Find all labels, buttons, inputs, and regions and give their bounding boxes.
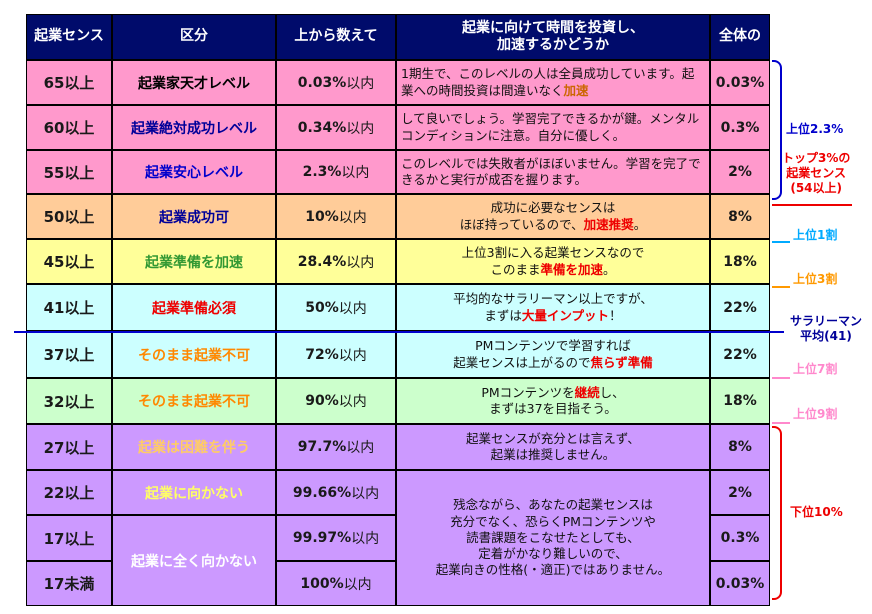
top3-underline <box>772 204 852 206</box>
rank-cell: 0.34% 以内 <box>276 105 396 150</box>
desc-row-8: PMコンテンツを継続し、 まずは37を目指そう。 <box>396 378 710 424</box>
desc-row-7: PMコンテンツで学習すれば 起業センスは上がるので焦らず準備 <box>396 331 710 378</box>
level-cell: 起業絶対成功レベル <box>112 105 276 150</box>
rank-cell: 97.7% 以内 <box>276 424 396 470</box>
share-cell: 0.3% <box>710 515 770 561</box>
level-cell: 起業は困難を伴う <box>112 424 276 470</box>
label-top-30: 上位3割 <box>793 272 838 286</box>
desc-row-4: 成功に必要なセンスは ほぼ持っているので、加速推奨。 <box>396 194 710 239</box>
top-bracket <box>772 60 782 200</box>
top10-tick <box>772 241 790 243</box>
score-cell: 50以上 <box>26 194 112 239</box>
level-cell: 起業成功可 <box>112 194 276 239</box>
share-cell: 0.03% <box>710 561 770 606</box>
level-cell: そのまま起業不可 <box>112 331 276 378</box>
desc-row-1: 1期生で、このレベルの人は全員成功しています。起業への時間投資は間違いなく加速 <box>396 60 710 105</box>
rank-cell: 28.4% 以内 <box>276 239 396 284</box>
share-cell: 2% <box>710 150 770 194</box>
desc-row-6: 平均的なサラリーマン以上ですが、 まずは大量インプット！ <box>396 284 710 331</box>
rank-cell: 2.3% 以内 <box>276 150 396 194</box>
level-cell: 起業に全く向かない <box>112 515 276 606</box>
score-cell: 45以上 <box>26 239 112 284</box>
label-top-70: 上位7割 <box>793 362 838 376</box>
desc-row-9: 起業センスが充分とは言えず、 起業は推奨しません。 <box>396 424 710 470</box>
sense-table: 起業センス 区分 上から数えて 起業に向けて時間を投資し、 加速するかどうか 全体… <box>26 14 770 606</box>
desc-row-3: このレベルでは失敗者がほぼいません。学習を完了できるかと実行が成否を握ります。 <box>396 150 710 194</box>
label-bottom-10: 下位10% <box>790 505 843 519</box>
score-cell: 32以上 <box>26 378 112 424</box>
score-cell: 37以上 <box>26 331 112 378</box>
label-top-3-percent: トップ3%の 起業センス (54以上) <box>782 151 851 195</box>
share-cell: 0.3% <box>710 105 770 150</box>
level-cell: 起業準備必須 <box>112 284 276 331</box>
score-cell: 17未満 <box>26 561 112 606</box>
top70-tick <box>772 377 790 379</box>
bottom-bracket <box>772 426 782 600</box>
rank-cell: 99.66% 以内 <box>276 470 396 515</box>
score-cell: 27以上 <box>26 424 112 470</box>
header-investment: 起業に向けて時間を投資し、 加速するかどうか <box>396 14 710 60</box>
rank-cell: 10% 以内 <box>276 194 396 239</box>
share-cell: 22% <box>710 331 770 378</box>
score-cell: 17以上 <box>26 515 112 561</box>
score-cell: 22以上 <box>26 470 112 515</box>
level-cell: 起業に向かない <box>112 470 276 515</box>
desc-row-10-12: 残念ながら、あなたの起業センスは 充分でなく、恐らくPMコンテンツや 読書課題をこな… <box>396 470 710 606</box>
share-cell: 2% <box>710 470 770 515</box>
rank-cell: 50% 以内 <box>276 284 396 331</box>
label-salaryman-average: サラリーマン 平均(41) <box>790 314 863 343</box>
top90-tick <box>772 422 790 424</box>
level-cell: 起業家天才レベル <box>112 60 276 105</box>
rank-cell: 90% 以内 <box>276 378 396 424</box>
score-cell: 55以上 <box>26 150 112 194</box>
desc-row-5: 上位3割に入る起業センスなので このまま準備を加速。 <box>396 239 710 284</box>
header-rank: 上から数えて <box>276 14 396 60</box>
share-cell: 0.03% <box>710 60 770 105</box>
desc-row-2: して良いでしょう。学習完了できるかが鍵。メンタルコンディションに注意。自分に優し… <box>396 105 710 150</box>
level-cell: 起業安心レベル <box>112 150 276 194</box>
label-top-10: 上位1割 <box>793 228 838 242</box>
rank-cell: 0.03% 以内 <box>276 60 396 105</box>
share-cell: 8% <box>710 424 770 470</box>
share-cell: 18% <box>710 239 770 284</box>
label-top-2-3: 上位2.3% <box>786 122 844 136</box>
level-cell: 起業準備を加速 <box>112 239 276 284</box>
score-cell: 41以上 <box>26 284 112 331</box>
rank-cell: 99.97% 以内 <box>276 515 396 561</box>
salaryman-average-line <box>14 331 784 333</box>
score-cell: 60以上 <box>26 105 112 150</box>
score-cell: 65以上 <box>26 60 112 105</box>
share-cell: 22% <box>710 284 770 331</box>
header-score: 起業センス <box>26 14 112 60</box>
share-cell: 18% <box>710 378 770 424</box>
level-cell: そのまま起業不可 <box>112 378 276 424</box>
rank-cell: 72% 以内 <box>276 331 396 378</box>
share-cell: 8% <box>710 194 770 239</box>
top30-tick <box>772 286 790 288</box>
rank-cell: 100% 以内 <box>276 561 396 606</box>
label-top-90: 上位9割 <box>793 407 838 421</box>
header-share: 全体の <box>710 14 770 60</box>
header-category: 区分 <box>112 14 276 60</box>
